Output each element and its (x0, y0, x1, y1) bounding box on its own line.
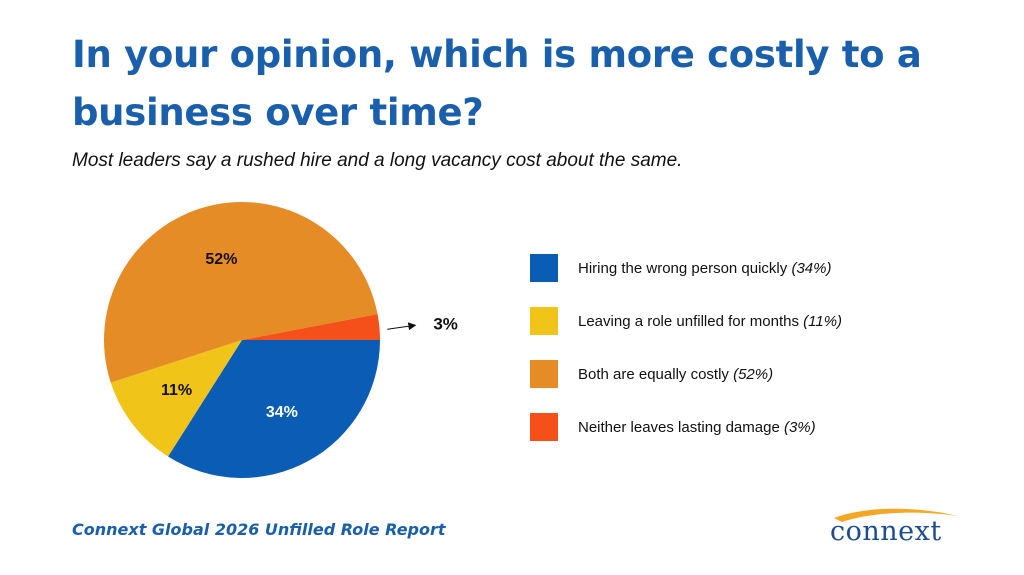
legend-percent: (11%) (803, 312, 843, 330)
legend-item-hiring-wrong-person: Hiring the wrong person quickly (34%) (530, 254, 842, 282)
pie-slice-neither-leaves-lasting-damage (242, 314, 380, 340)
report-source-footer: Connext Global 2026 Unfilled Role Report (72, 520, 446, 539)
legend-item-role-unfilled: Leaving a role unfilled for months (11%) (530, 307, 842, 335)
legend-swatch (530, 413, 558, 441)
pie-slice-label: 34% (266, 404, 298, 421)
logo-swoosh-icon (834, 508, 958, 522)
legend-label: Neither leaves lasting damage (578, 418, 780, 436)
legend-swatch (530, 254, 558, 282)
chart-legend: Hiring the wrong person quickly (34%) Le… (530, 254, 842, 466)
page-title: In your opinion, which is more costly to… (72, 33, 922, 134)
pie-slice-both-are-equally-costly (103, 201, 378, 383)
pie-slice-hiring-the-wrong-person-quickly (168, 340, 380, 478)
legend-item-neither: Neither leaves lasting damage (3%) (530, 413, 842, 441)
legend-swatch (530, 360, 558, 388)
pie-slice-label: 3% (433, 315, 458, 334)
legend-label: Leaving a role unfilled for months (578, 312, 799, 330)
legend-percent: (3%) (783, 418, 816, 436)
legend-item-equally-costly: Both are equally costly (52%) (530, 360, 842, 388)
connext-logo: connext (826, 504, 966, 552)
logo-wordmark: connext (830, 516, 942, 547)
legend-label: Hiring the wrong person quickly (578, 259, 788, 277)
page-subtitle: Most leaders say a rushed hire and a lon… (72, 150, 683, 171)
legend-label: Both are equally costly (578, 365, 729, 383)
legend-percent: (34%) (791, 259, 832, 277)
pie-slice-label: 52% (205, 251, 237, 268)
legend-swatch (530, 307, 558, 335)
pie-slice-label: 11% (161, 382, 192, 399)
pie-slice-leaving-a-role-unfilled-for-months (110, 340, 242, 457)
callout-arrow (387, 322, 417, 331)
legend-percent: (52%) (733, 365, 774, 383)
